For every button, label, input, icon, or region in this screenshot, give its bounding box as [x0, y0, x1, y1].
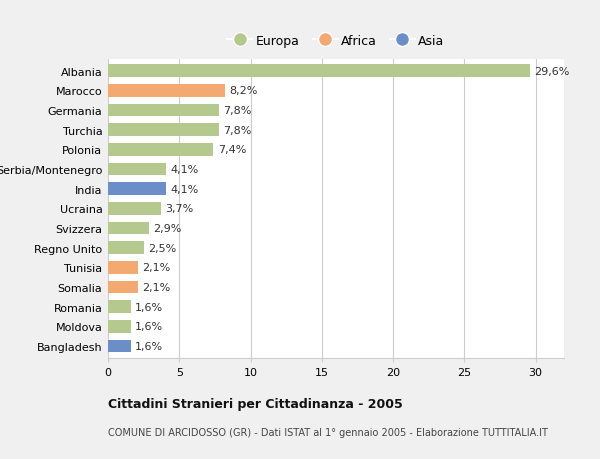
Bar	[108, 183, 166, 196]
Text: 1,6%: 1,6%	[135, 341, 163, 351]
Legend: Europa, Africa, Asia: Europa, Africa, Asia	[227, 34, 445, 47]
Bar	[108, 281, 138, 294]
Text: 1,6%: 1,6%	[135, 302, 163, 312]
Text: 2,1%: 2,1%	[142, 282, 170, 292]
Bar	[108, 104, 219, 117]
Bar	[108, 65, 530, 78]
Bar	[108, 320, 131, 333]
Bar	[108, 222, 149, 235]
Bar	[108, 163, 166, 176]
Bar	[108, 261, 138, 274]
Text: 29,6%: 29,6%	[534, 67, 569, 77]
Text: 7,8%: 7,8%	[223, 125, 252, 135]
Text: 8,2%: 8,2%	[229, 86, 257, 96]
Bar	[108, 144, 214, 157]
Bar	[108, 85, 225, 97]
Text: 7,4%: 7,4%	[218, 145, 246, 155]
Bar	[108, 124, 219, 137]
Bar	[108, 340, 131, 353]
Text: COMUNE DI ARCIDOSSO (GR) - Dati ISTAT al 1° gennaio 2005 - Elaborazione TUTTITAL: COMUNE DI ARCIDOSSO (GR) - Dati ISTAT al…	[108, 427, 548, 437]
Text: 4,1%: 4,1%	[170, 184, 199, 194]
Text: 1,6%: 1,6%	[135, 322, 163, 331]
Bar	[108, 242, 143, 254]
Text: 3,7%: 3,7%	[165, 204, 193, 214]
Text: 2,1%: 2,1%	[142, 263, 170, 273]
Text: Cittadini Stranieri per Cittadinanza - 2005: Cittadini Stranieri per Cittadinanza - 2…	[108, 397, 403, 410]
Text: 7,8%: 7,8%	[223, 106, 252, 116]
Bar	[108, 202, 161, 215]
Bar	[108, 301, 131, 313]
Text: 4,1%: 4,1%	[170, 165, 199, 174]
Text: 2,9%: 2,9%	[154, 224, 182, 234]
Text: 2,5%: 2,5%	[148, 243, 176, 253]
